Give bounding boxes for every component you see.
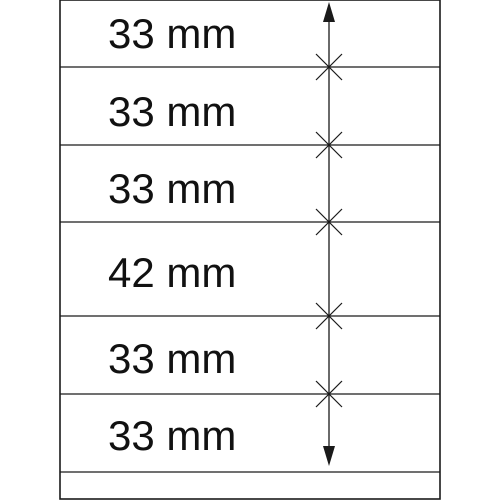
row-label-1: 33 mm	[108, 10, 236, 57]
row-label-5: 33 mm	[108, 335, 236, 382]
tick-mark	[315, 302, 343, 330]
row-label-4: 42 mm	[108, 249, 236, 296]
sheet-outline	[59, 0, 441, 500]
row-label-2: 33 mm	[108, 88, 236, 135]
row-label-3: 33 mm	[108, 165, 236, 212]
tick-mark	[315, 131, 343, 159]
row-label-6: 33 mm	[108, 412, 236, 459]
tick-mark	[315, 208, 343, 236]
arrow-down-icon	[323, 446, 335, 466]
tick-mark	[315, 380, 343, 408]
tick-mark	[315, 53, 343, 81]
arrow-up-icon	[323, 2, 335, 22]
